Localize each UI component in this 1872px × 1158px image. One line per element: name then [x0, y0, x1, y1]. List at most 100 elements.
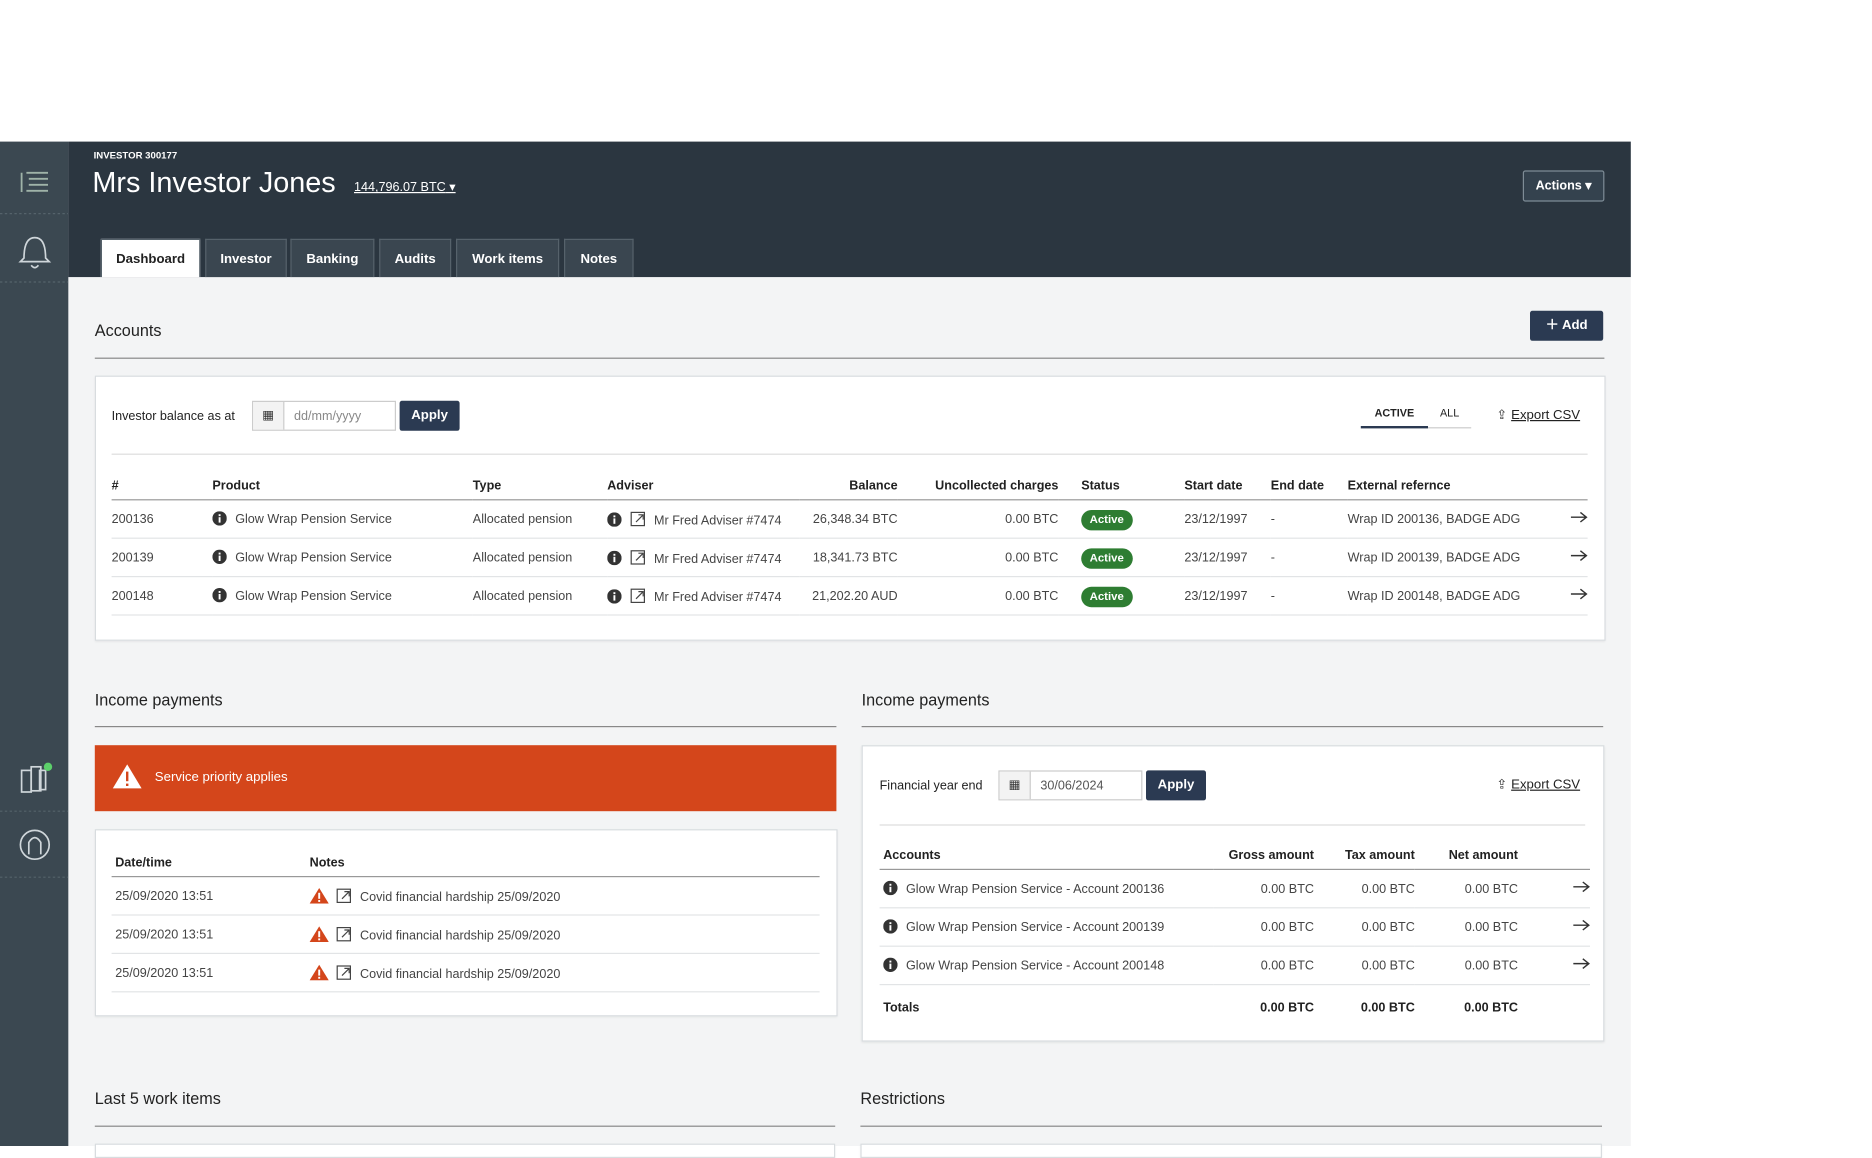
notes-panel: Date/time Notes 25/09/2020 13:51 Covid fina…	[94, 829, 838, 1017]
income-table: Accounts Gross amount Tax amount Net amount…	[879, 842, 1591, 1031]
info-icon	[212, 549, 227, 564]
cell	[1518, 869, 1591, 909]
date-input[interactable]: ▦ dd/mm/yyyy	[252, 400, 397, 431]
cell: 0.00 BTC	[897, 499, 1059, 539]
info-icon	[883, 880, 898, 896]
account-row: 200148 Glow Wrap Pension Service Allocated…	[111, 576, 1588, 616]
cell-text: 0.00 BTC	[1260, 1000, 1314, 1016]
cell-text: Glow Wrap Pension Service	[235, 512, 392, 527]
info-icon	[883, 957, 898, 973]
column-header: Product	[212, 472, 473, 501]
income-title: Income payments	[94, 691, 223, 710]
cell-text: 0.00 BTC	[1361, 881, 1415, 896]
cell-text: 0.00 BTC	[1361, 919, 1415, 935]
export-csv[interactable]: ⇪ Export CSV	[1496, 777, 1581, 793]
cell: 26,348.34 BTC	[799, 499, 898, 539]
add-button[interactable]: ＋ Add	[1530, 310, 1604, 341]
tab[interactable]: Notes	[564, 238, 634, 278]
cell-text: 0.00 BTC	[1464, 1000, 1518, 1016]
income-title: Income payments	[861, 691, 990, 710]
cell-text: Glow Wrap Pension Service	[235, 589, 392, 604]
tab[interactable]: Investor	[205, 238, 287, 278]
cell: 200139	[111, 538, 213, 578]
cell: Active	[1058, 538, 1185, 578]
column-header: End date	[1270, 472, 1348, 501]
tab[interactable]: Banking	[290, 238, 375, 278]
cell	[1518, 985, 1590, 1031]
export-csv[interactable]: ⇪ Export CSV	[1496, 408, 1581, 423]
restrictions-title: Restrictions	[860, 1089, 946, 1108]
apply-button[interactable]: Apply	[399, 400, 460, 431]
actions-button[interactable]: Actions ▾	[1522, 170, 1605, 202]
date-input[interactable]: ▦ 30/06/2024	[998, 770, 1143, 801]
alert-banner: Service priority applies	[94, 745, 837, 812]
tab[interactable]: Dashboard	[100, 238, 201, 278]
export-text: Export CSV	[1511, 777, 1581, 793]
cell-text: 0.00 BTC	[1361, 958, 1415, 973]
arrow-icon[interactable]	[1573, 881, 1590, 893]
status-badge: Active	[1081, 547, 1133, 569]
cell	[1518, 946, 1591, 986]
cell: Mr Fred Adviser #7474	[607, 538, 800, 578]
cell: Allocated pension	[472, 499, 608, 539]
column-header	[1518, 842, 1591, 870]
arrow-icon[interactable]	[1570, 550, 1588, 562]
apply-button[interactable]: Apply	[1146, 770, 1206, 801]
cell: 0.00 BTC	[1213, 946, 1314, 986]
filter-tab[interactable]: ACTIVE	[1360, 407, 1428, 429]
column-header: Tax amount	[1314, 842, 1415, 870]
income-panel: Financial year end ▦ 30/06/2024 Apply ⇪ …	[861, 745, 1605, 1042]
warning-icon	[309, 925, 329, 942]
cell-text: Glow Wrap Pension Service - Account 2001…	[906, 958, 1165, 974]
tab[interactable]: Audits	[379, 238, 452, 278]
cell	[1554, 576, 1588, 616]
column-header: Status	[1058, 472, 1185, 501]
cell: 200136	[111, 499, 213, 539]
arrow-icon[interactable]	[1573, 919, 1590, 931]
calendar-icon: ▦	[999, 771, 1031, 800]
warning-icon	[112, 764, 142, 789]
cell: Glow Wrap Pension Service - Account 2001…	[879, 907, 1214, 947]
cell: 0.00 BTC	[1213, 869, 1314, 909]
balance[interactable]: 144,796.07 BTC ▾	[354, 180, 456, 195]
cell: 0.00 BTC	[1213, 907, 1314, 947]
cell-text: Glow Wrap Pension Service - Account 2001…	[906, 920, 1165, 935]
cell-text: 0.00 BTC	[1260, 881, 1314, 896]
cell: 23/12/1997	[1184, 576, 1271, 616]
cell: Mr Fred Adviser #7474	[607, 576, 800, 616]
cell-text: Mr Fred Adviser #7474	[654, 551, 782, 566]
link-icon	[630, 549, 646, 565]
sidebar	[0, 141, 69, 1147]
link-icon	[336, 964, 352, 980]
tab[interactable]: Work items	[456, 238, 560, 278]
divider	[94, 1125, 836, 1127]
link-icon	[336, 926, 352, 941]
cell: 0.00 BTC	[1314, 946, 1415, 986]
cell-text: 200139	[111, 550, 154, 565]
cell	[1518, 907, 1591, 947]
note-row: 25/09/2020 13:51 Covid financial hardship…	[111, 953, 820, 993]
cell-text: 25/09/2020 13:51	[115, 927, 214, 942]
cell-text: Mr Fred Adviser #7474	[654, 589, 782, 605]
filter-tab[interactable]: ALL	[1428, 407, 1472, 429]
cell-text: Mr Fred Adviser #7474	[654, 513, 782, 528]
cell: 0.00 BTC	[897, 576, 1059, 616]
cell-text: Wrap ID 200136, BADGE ADG	[1347, 511, 1521, 527]
arrow-icon[interactable]	[1570, 511, 1588, 523]
cell: Covid financial hardship 25/09/2020	[306, 915, 820, 955]
cell-text: 23/12/1997	[1184, 511, 1248, 527]
arrow-icon[interactable]	[1573, 958, 1590, 970]
arrow-icon[interactable]	[1570, 588, 1588, 600]
column-header: Type	[472, 472, 608, 501]
divider	[879, 824, 1586, 826]
status-badge: Active	[1081, 586, 1133, 607]
column-header: Start date	[1184, 472, 1271, 501]
cell: Wrap ID 200139, BADGE ADG	[1347, 538, 1555, 578]
column-header: Balance	[799, 472, 898, 501]
cell-text: 0.00 BTC	[1260, 958, 1314, 973]
cell-text: 200148	[111, 588, 154, 603]
investor-id: INVESTOR 300177	[93, 150, 178, 161]
info-icon	[212, 511, 227, 526]
cell-text: Allocated pension	[472, 588, 573, 603]
